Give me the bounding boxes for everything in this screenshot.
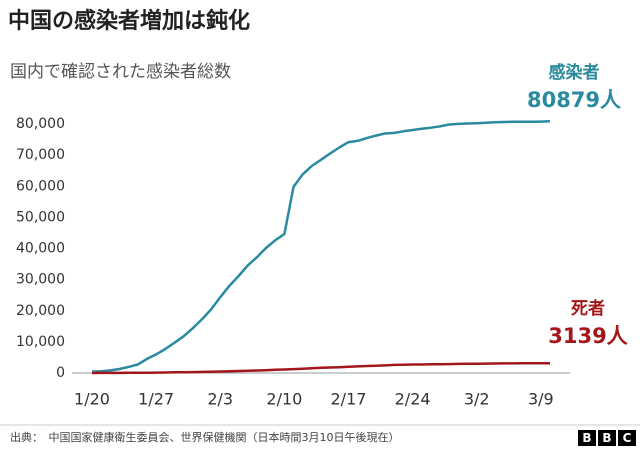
y-tick-label: 60,000 (16, 178, 65, 194)
chart-subtitle: 国内で確認された感染者総数 (10, 62, 231, 82)
annotation: 3139人 (548, 324, 627, 348)
y-tick-label: 40,000 (16, 241, 65, 257)
x-tick-label: 2/10 (266, 390, 302, 409)
logo-letter: B (602, 431, 611, 445)
y-tick-label: 10,000 (16, 334, 65, 350)
x-tick-label: 1/20 (74, 390, 110, 409)
logo-box (598, 430, 616, 446)
logo-letter: C (623, 431, 632, 445)
annotation: 死者 (571, 298, 605, 319)
annotation: 80879人 (527, 88, 621, 112)
x-tick-label: 2/24 (395, 390, 431, 409)
x-tick-label: 3/9 (528, 390, 554, 409)
annotation: 感染者 (549, 62, 600, 83)
line (91, 120, 551, 373)
source: 出典： 中国国家健康衛生委員会、世界保健機関（日本時間3月10日午後現在） (10, 430, 400, 444)
y-tick-label: 0 (56, 365, 65, 381)
x-tick-label: 2/3 (207, 390, 233, 409)
logo-letter: B (582, 431, 591, 445)
logo-box (578, 430, 596, 446)
chart-title: 中国の感染者増加は鈍化 (8, 8, 250, 34)
x-tick-label: 2/17 (331, 390, 367, 409)
x-tick-label: 1/27 (138, 390, 174, 409)
y-tick-label: 80,000 (16, 116, 65, 132)
line (91, 361, 550, 375)
y-tick-label: 70,000 (16, 147, 65, 163)
x-tick-label: 3/2 (464, 390, 490, 409)
y-tick-label: 20,000 (16, 303, 65, 319)
logo-box (618, 430, 636, 446)
y-tick-label: 50,000 (16, 209, 65, 225)
y-tick-label: 30,000 (16, 272, 65, 288)
